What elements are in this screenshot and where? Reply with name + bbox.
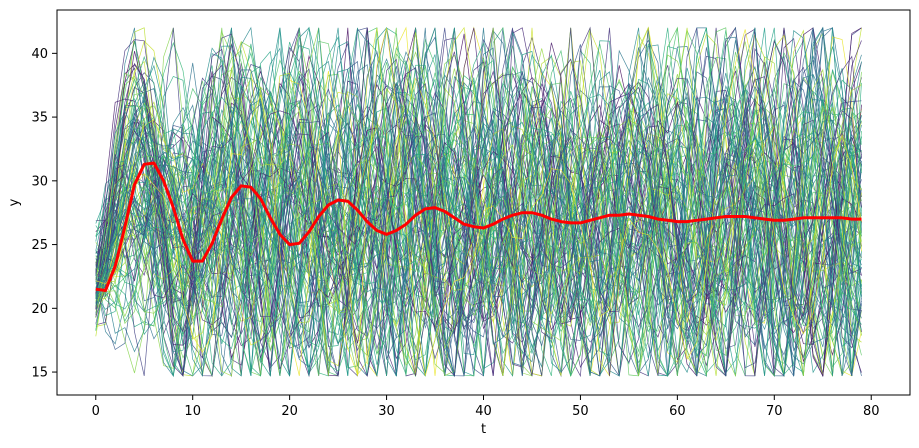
ensemble-line [95, 27, 862, 377]
y-tick-label: 30 [31, 174, 48, 189]
y-axis-label: y [7, 198, 22, 206]
ensemble-line [95, 27, 862, 378]
ensemble-line [95, 27, 862, 376]
ensemble-line [95, 27, 862, 377]
y-tick-label: 35 [31, 111, 48, 126]
ensemble-line [95, 72, 862, 376]
y-tick-label: 25 [31, 238, 48, 253]
mean-line [95, 161, 862, 292]
x-axis: 0 10 20 30 40 50 60 70 80 [92, 395, 880, 419]
ensemble-line [95, 55, 862, 376]
x-tick-label: 20 [281, 404, 298, 419]
y-tick-label: 40 [31, 47, 48, 62]
x-tick-label: 40 [475, 404, 492, 419]
ensemble-line [95, 26, 862, 376]
ensemble-line [95, 40, 862, 378]
y-tick-label: 15 [31, 366, 48, 381]
ensemble-line [95, 71, 862, 377]
ensemble-line [95, 27, 862, 376]
y-axis: 15 20 25 30 35 40 [31, 47, 57, 381]
ensemble-line [95, 27, 862, 377]
x-tick-label: 30 [378, 404, 395, 419]
ensemble-line [95, 66, 862, 376]
x-tick-label: 70 [766, 404, 783, 419]
x-tick-label: 60 [669, 404, 686, 419]
ensemble-line [95, 40, 862, 378]
x-tick-label: 50 [572, 404, 589, 419]
x-axis-label: t [481, 422, 486, 437]
ensemble-line [95, 26, 862, 377]
ensemble-line [95, 26, 862, 377]
ensemble-line [95, 27, 862, 378]
x-tick-label: 10 [184, 404, 201, 419]
mean-line-layer [95, 161, 862, 292]
ensemble-line [95, 28, 862, 376]
ensemble-line [95, 27, 862, 377]
y-tick-label: 20 [31, 302, 48, 317]
ensemble-line [95, 99, 862, 378]
ensemble-line [95, 54, 862, 365]
x-tick-label: 0 [92, 404, 100, 419]
ensemble-line [95, 61, 862, 377]
ensemble-lines [95, 26, 862, 378]
ensemble-line [95, 27, 862, 377]
ensemble-line [95, 27, 862, 377]
x-tick-label: 80 [863, 404, 880, 419]
